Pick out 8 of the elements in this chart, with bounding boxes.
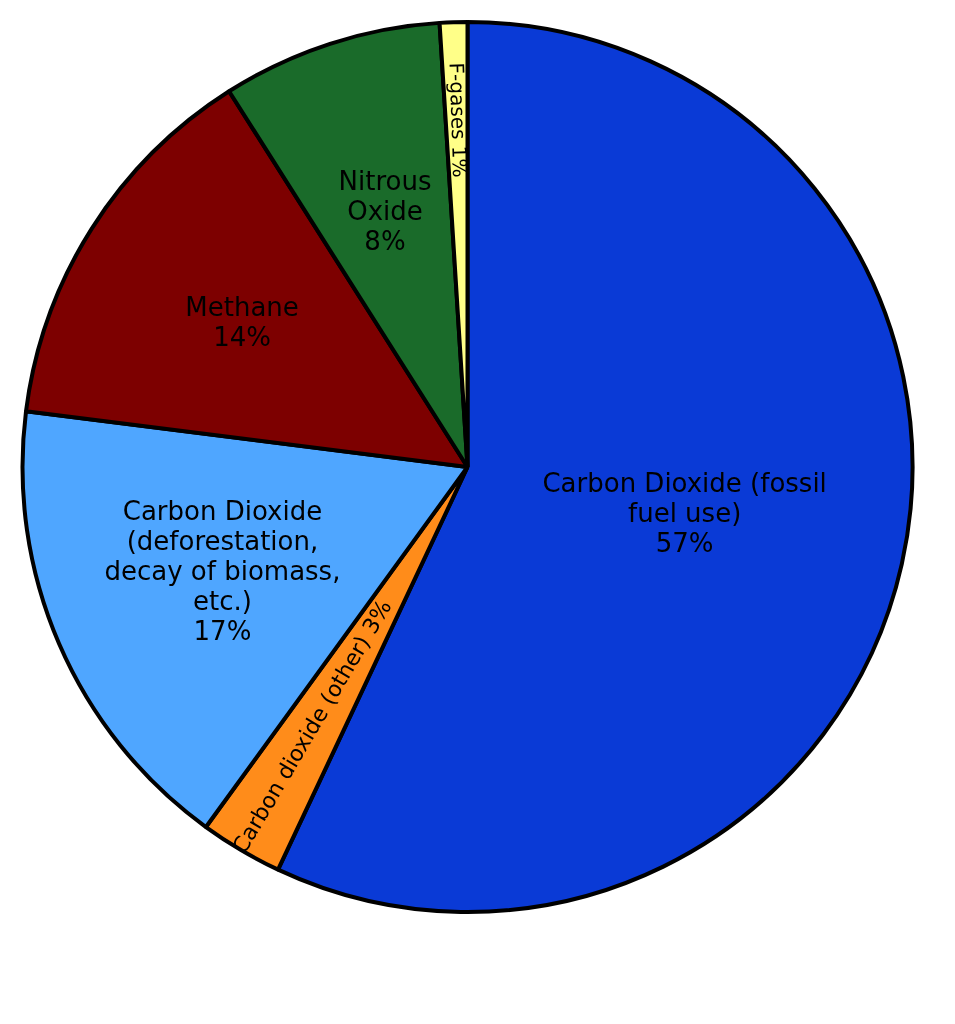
- slice-label: Nitrous Oxide: [338, 165, 432, 226]
- data-label: 57%: [655, 528, 714, 559]
- slice-label: Methane: [185, 291, 299, 322]
- slice-label: Carbon Dioxide (deforestation, decay of biomass, etc.): [104, 495, 341, 616]
- data-label: 17%: [193, 615, 252, 646]
- data-label: 8%: [364, 225, 406, 256]
- slice-label: Carbon Dioxide (fossil fuel use): [542, 468, 827, 529]
- data-label: 14%: [213, 321, 271, 352]
